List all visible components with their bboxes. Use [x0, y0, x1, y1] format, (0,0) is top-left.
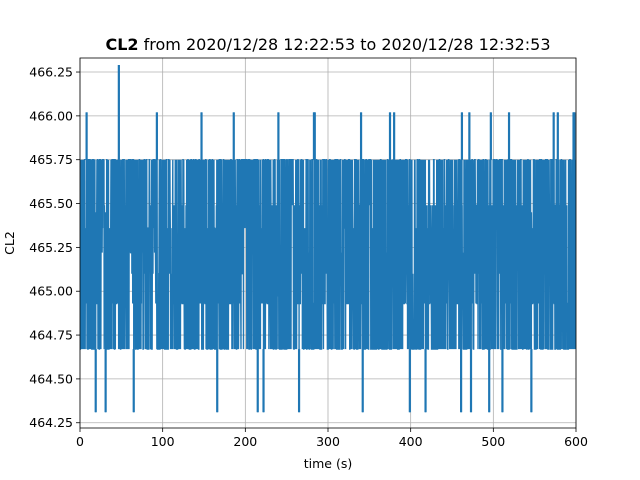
y-tick-label: 464.50	[29, 371, 73, 386]
x-tick-label: 500	[481, 434, 505, 449]
x-tick-label: 200	[233, 434, 257, 449]
y-tick-label: 465.50	[29, 196, 73, 211]
series-path	[80, 65, 576, 413]
chart-title: CL2 from 2020/12/28 12:22:53 to 2020/12/…	[105, 35, 550, 54]
y-tick-label: 466.25	[29, 65, 73, 80]
y-tick-label: 464.75	[29, 328, 73, 343]
x-tick-label: 400	[399, 434, 423, 449]
y-tick-label: 466.00	[29, 108, 73, 123]
y-tick-label: 465.00	[29, 284, 73, 299]
chart-title-bold: CL2	[105, 35, 138, 54]
chart-title-rest: from 2020/12/28 12:22:53 to 2020/12/28 1…	[139, 35, 551, 54]
axis-ticks	[76, 71, 577, 432]
y-tick-labels: 464.25 464.50 464.75 465.00 465.25 465.50 465.…	[29, 65, 73, 431]
x-tick-label: 600	[564, 434, 588, 449]
x-tick-label: 100	[151, 434, 175, 449]
x-tick-label: 300	[316, 434, 340, 449]
x-tick-labels: 0 100 200 300 400 500 600	[76, 434, 588, 449]
x-axis-label: time (s)	[304, 456, 352, 471]
series-line	[80, 65, 576, 413]
y-axis-label: CL2	[2, 231, 17, 255]
y-tick-label: 465.75	[29, 152, 73, 167]
y-tick-label: 464.25	[29, 415, 73, 430]
x-tick-label: 0	[76, 434, 84, 449]
y-tick-label: 465.25	[29, 240, 73, 255]
